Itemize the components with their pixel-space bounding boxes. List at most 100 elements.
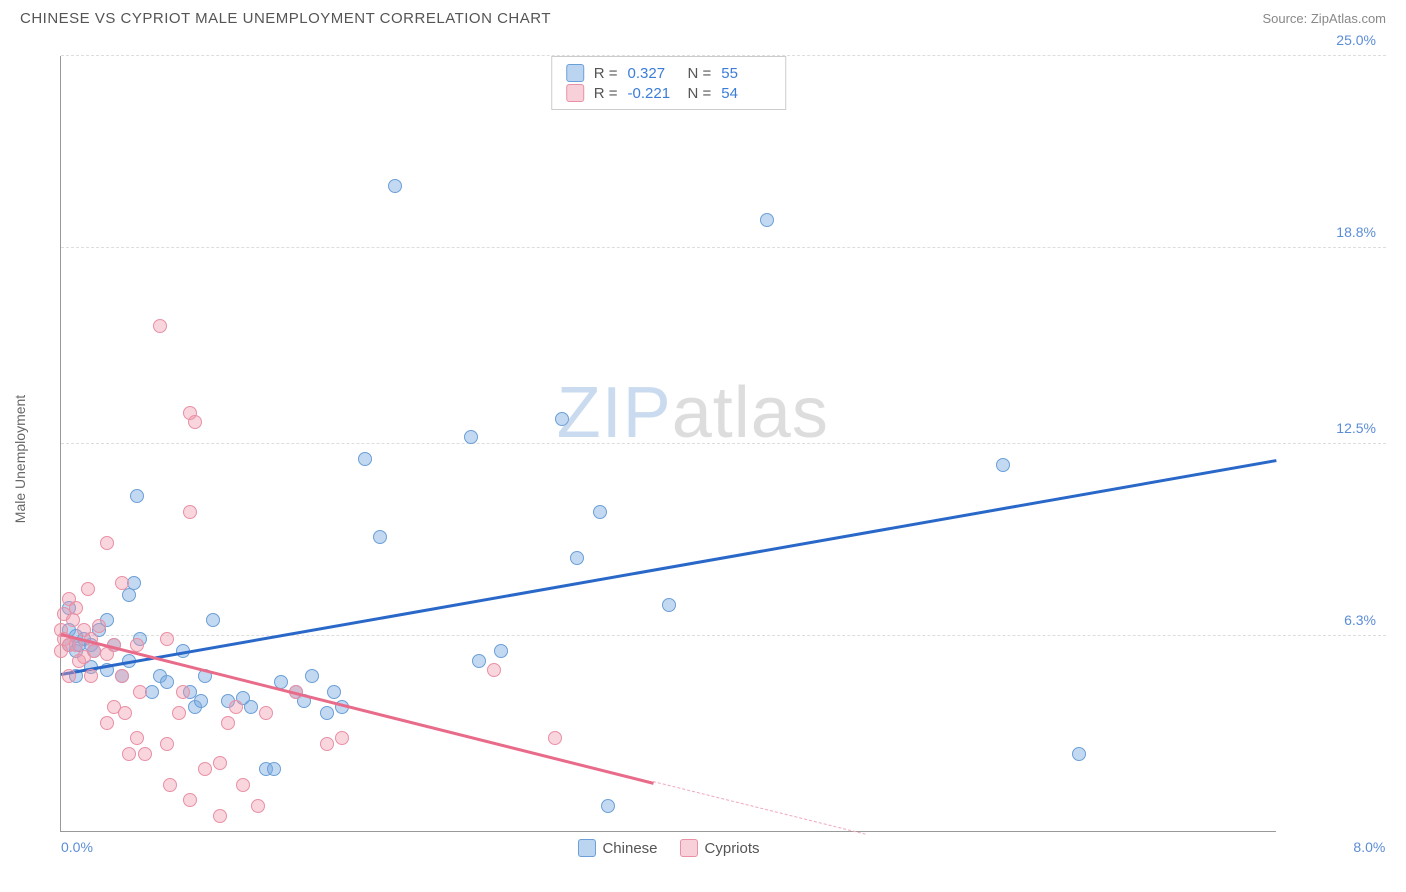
chart-source: Source: ZipAtlas.com	[1262, 11, 1386, 26]
x-tick-label: 0.0%	[61, 839, 93, 855]
scatter-point	[373, 530, 387, 544]
scatter-point	[662, 598, 676, 612]
scatter-point	[221, 716, 235, 730]
gridline	[61, 443, 1386, 444]
scatter-point	[133, 685, 147, 699]
r-value-chinese: 0.327	[628, 65, 678, 82]
n-value-chinese: 55	[721, 65, 771, 82]
scatter-point	[601, 799, 615, 813]
scatter-point	[244, 700, 258, 714]
scatter-point	[81, 582, 95, 596]
swatch-pink-icon	[566, 84, 584, 102]
scatter-point	[122, 588, 136, 602]
scatter-point	[996, 458, 1010, 472]
scatter-point	[188, 415, 202, 429]
trend-line-chinese	[61, 459, 1276, 675]
scatter-point	[115, 669, 129, 683]
scatter-point	[194, 694, 208, 708]
scatter-point	[100, 716, 114, 730]
legend-item-cypriots: Cypriots	[680, 839, 760, 857]
scatter-point	[335, 731, 349, 745]
chart-title: CHINESE VS CYPRIOT MALE UNEMPLOYMENT COR…	[20, 10, 551, 27]
correlation-legend: R = 0.327 N = 55 R = -0.221 N = 54	[551, 56, 787, 110]
swatch-blue-icon	[577, 839, 595, 857]
gridline	[61, 635, 1386, 636]
scatter-point	[172, 706, 186, 720]
scatter-point	[213, 809, 227, 823]
trend-line-cypriots	[61, 633, 654, 784]
scatter-point	[160, 632, 174, 646]
y-tick-label: 18.8%	[1336, 224, 1376, 240]
scatter-point	[160, 737, 174, 751]
scatter-point	[176, 685, 190, 699]
legend-row-cypriots: R = -0.221 N = 54	[566, 83, 772, 103]
y-tick-label: 12.5%	[1336, 420, 1376, 436]
swatch-blue-icon	[566, 64, 584, 82]
scatter-point	[130, 731, 144, 745]
scatter-point	[84, 669, 98, 683]
scatter-point	[251, 799, 265, 813]
scatter-point	[138, 747, 152, 761]
chart-container: Male Unemployment ZIPatlas R = 0.327 N =…	[50, 40, 1386, 862]
series-legend: Chinese Cypriots	[577, 839, 759, 857]
scatter-point	[358, 452, 372, 466]
scatter-point	[593, 505, 607, 519]
swatch-pink-icon	[680, 839, 698, 857]
legend-item-chinese: Chinese	[577, 839, 657, 857]
scatter-point	[487, 663, 501, 677]
r-value-cypriots: -0.221	[628, 85, 678, 102]
scatter-point	[267, 762, 281, 776]
scatter-point	[100, 536, 114, 550]
scatter-point	[760, 213, 774, 227]
y-axis-label: Male Unemployment	[12, 395, 28, 523]
scatter-point	[69, 601, 83, 615]
n-label: N =	[688, 65, 712, 82]
scatter-point	[145, 685, 159, 699]
scatter-point	[118, 706, 132, 720]
scatter-point	[464, 430, 478, 444]
y-tick-label: 6.3%	[1344, 612, 1376, 628]
watermark-zip: ZIP	[557, 373, 672, 453]
scatter-point	[92, 619, 106, 633]
scatter-point	[198, 762, 212, 776]
scatter-point	[153, 319, 167, 333]
x-tick-label: 8.0%	[1353, 839, 1385, 855]
plot-area: ZIPatlas R = 0.327 N = 55 R = -0.221 N =…	[60, 56, 1276, 832]
n-label: N =	[688, 85, 712, 102]
scatter-point	[160, 675, 174, 689]
legend-label: Cypriots	[705, 840, 760, 857]
trend-line-dash-cypriots	[653, 781, 866, 835]
scatter-point	[472, 654, 486, 668]
scatter-point	[1072, 747, 1086, 761]
scatter-point	[548, 731, 562, 745]
scatter-point	[259, 706, 273, 720]
scatter-point	[213, 756, 227, 770]
watermark-atlas: atlas	[672, 373, 829, 453]
scatter-point	[388, 179, 402, 193]
scatter-point	[183, 505, 197, 519]
scatter-point	[570, 551, 584, 565]
n-value-cypriots: 54	[721, 85, 771, 102]
scatter-point	[115, 576, 129, 590]
r-label: R =	[594, 65, 618, 82]
legend-row-chinese: R = 0.327 N = 55	[566, 63, 772, 83]
scatter-point	[320, 706, 334, 720]
watermark: ZIPatlas	[557, 372, 829, 454]
scatter-point	[62, 669, 76, 683]
scatter-point	[229, 700, 243, 714]
scatter-point	[183, 793, 197, 807]
gridline	[61, 247, 1386, 248]
scatter-point	[305, 669, 319, 683]
y-tick-label: 25.0%	[1336, 32, 1376, 48]
r-label: R =	[594, 85, 618, 102]
scatter-point	[555, 412, 569, 426]
scatter-point	[320, 737, 334, 751]
scatter-point	[327, 685, 341, 699]
scatter-point	[127, 576, 141, 590]
scatter-point	[206, 613, 220, 627]
chart-header: CHINESE VS CYPRIOT MALE UNEMPLOYMENT COR…	[0, 0, 1406, 31]
scatter-point	[236, 778, 250, 792]
scatter-point	[494, 644, 508, 658]
scatter-point	[130, 489, 144, 503]
scatter-point	[122, 747, 136, 761]
